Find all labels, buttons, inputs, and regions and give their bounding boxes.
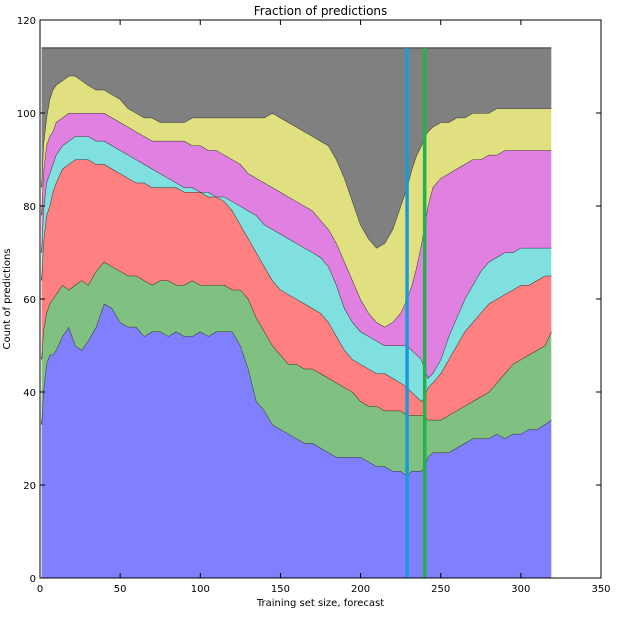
x-tick-label: 150 (271, 584, 290, 595)
chart-title: Fraction of predictions (254, 4, 388, 18)
x-tick-label: 100 (191, 584, 210, 595)
x-axis-label: Training set size, forecast (256, 598, 384, 609)
area-band-3 (41, 159, 552, 420)
y-tick-label: 60 (23, 295, 36, 306)
area-band-4 (41, 136, 552, 402)
y-tick-label: 80 (23, 202, 36, 213)
x-tick-label: 250 (431, 584, 450, 595)
y-tick-label: 100 (17, 109, 36, 120)
x-tick-label: 50 (114, 584, 127, 595)
x-axis-ticks: 0 50 100 150 200 250 300 350 (37, 20, 611, 595)
x-tick-label: 200 (351, 584, 370, 595)
stacked-areas (41, 47, 552, 578)
x-tick-label: 300 (511, 584, 530, 595)
y-axis-ticks: 0 20 40 60 80 100 120 (17, 16, 601, 585)
y-tick-label: 40 (23, 388, 36, 399)
y-tick-label: 120 (17, 16, 36, 27)
y-axis-label: Count of predictions (2, 248, 13, 349)
y-tick-label: 0 (30, 574, 36, 585)
x-tick-label: 0 (37, 584, 43, 595)
area-band-6 (41, 75, 552, 327)
vertical-markers (405, 47, 427, 578)
x-tick-label: 350 (591, 584, 610, 595)
y-tick-label: 20 (23, 481, 36, 492)
